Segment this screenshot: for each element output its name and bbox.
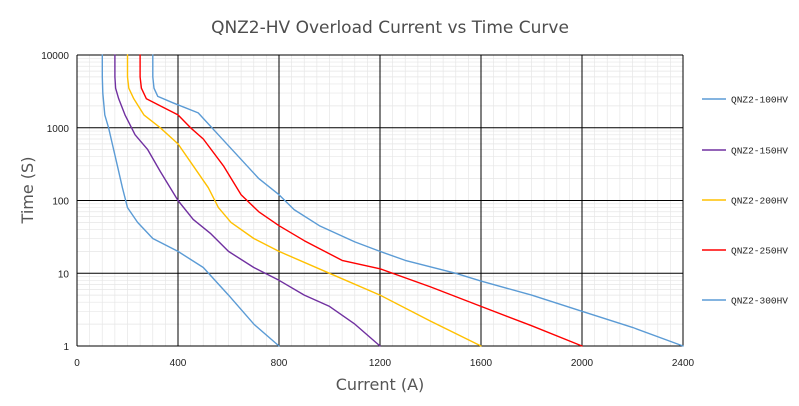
- y-tick-label: 100: [52, 197, 69, 208]
- y-tick-label: 1: [63, 342, 69, 353]
- legend-label: QNZ2-250HV: [731, 246, 788, 257]
- legend-item: QNZ2-250HV: [702, 246, 788, 257]
- x-tick-label: 800: [271, 358, 288, 369]
- legend: QNZ2-100HV QNZ2-150HV QNZ2-200HV QNZ2-250HV…: [702, 95, 788, 307]
- x-tick-label: 0: [74, 358, 80, 369]
- x-tick-label: 400: [170, 358, 187, 369]
- y-tick-label: 10: [58, 269, 70, 280]
- legend-label: QNZ2-300HV: [731, 296, 788, 307]
- legend-item: QNZ2-150HV: [702, 146, 788, 157]
- y-axis-title: Time (S): [18, 157, 37, 225]
- y-tick-label: 10000: [41, 51, 69, 62]
- legend-label: QNZ2-100HV: [731, 95, 788, 106]
- x-axis-title: Current (A): [336, 375, 425, 394]
- series-line-4: [139, 54, 583, 347]
- series-line-5: [152, 54, 684, 347]
- chart-title: QNZ2-HV Overload Current vs Time Curve: [211, 18, 569, 38]
- legend-item: QNZ2-200HV: [702, 196, 788, 207]
- legend-item: QNZ2-100HV: [702, 95, 788, 106]
- x-tick-label: 1200: [369, 358, 392, 369]
- series-line-2: [114, 54, 381, 347]
- x-tick-label: 1600: [470, 358, 493, 369]
- legend-item: QNZ2-300HV: [702, 296, 788, 307]
- y-tick-label: 1000: [47, 124, 70, 135]
- series-lines: [101, 54, 684, 347]
- legend-label: QNZ2-150HV: [731, 146, 788, 157]
- y-axis-ticks: 1 10 100 1000 10000: [41, 51, 69, 353]
- x-tick-label: 2000: [571, 358, 594, 369]
- x-tick-label: 2400: [672, 358, 695, 369]
- legend-label: QNZ2-200HV: [731, 196, 788, 207]
- series-line-1: [101, 54, 280, 347]
- series-line-3: [126, 54, 482, 347]
- x-axis-ticks: 0 400 800 1200 1600 2000 2400: [74, 358, 694, 369]
